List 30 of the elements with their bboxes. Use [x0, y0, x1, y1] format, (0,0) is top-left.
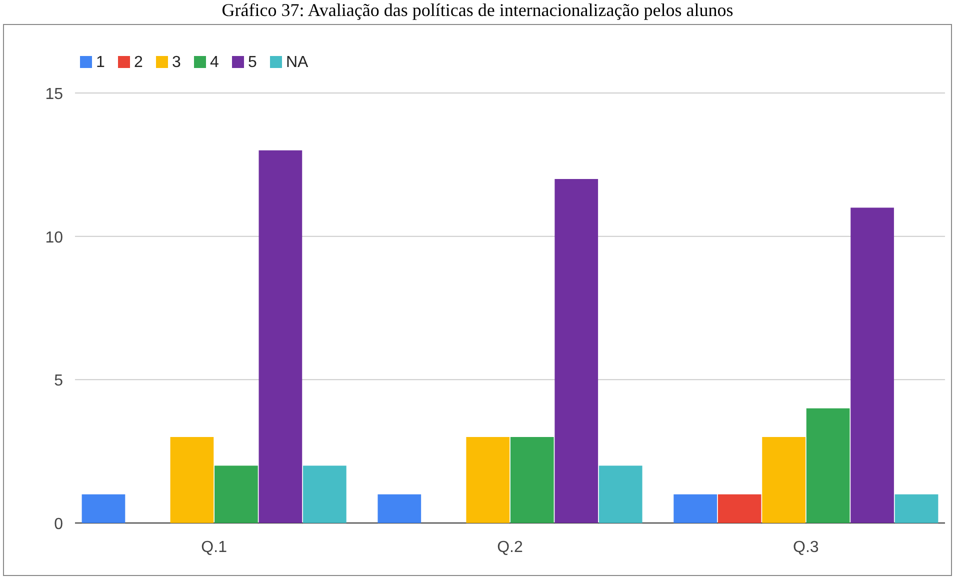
y-tick-label: 5 — [54, 372, 64, 390]
bar — [806, 408, 850, 523]
legend-label: 5 — [248, 54, 257, 71]
bar — [258, 150, 302, 523]
x-tick-label: Q.3 — [793, 539, 819, 556]
bar — [82, 494, 126, 523]
bar — [598, 466, 642, 523]
y-tick-label: 10 — [45, 229, 64, 246]
bar — [674, 494, 717, 523]
bar — [378, 494, 422, 523]
legend-label: 2 — [134, 54, 143, 71]
bar — [718, 494, 762, 523]
y-tick-label: 0 — [54, 516, 64, 533]
legend-label: 1 — [96, 54, 105, 71]
legend-label: 3 — [172, 54, 181, 71]
x-tick-label: Q.2 — [497, 539, 523, 556]
bar — [894, 494, 938, 523]
bar — [466, 437, 510, 523]
x-tick-label: Q.1 — [201, 539, 228, 556]
bar — [214, 466, 258, 523]
legend-label: 4 — [210, 54, 219, 71]
bar — [303, 466, 346, 523]
bar — [850, 208, 894, 523]
bar — [170, 437, 214, 523]
y-tick-label: 15 — [45, 86, 64, 103]
legend-label: NA — [286, 54, 309, 71]
bar — [510, 437, 554, 523]
chart-title: Gráfico 37: Avaliação das políticas de internacionalização pelos alunos — [222, 0, 734, 20]
bar — [762, 437, 806, 523]
bar — [554, 179, 598, 523]
